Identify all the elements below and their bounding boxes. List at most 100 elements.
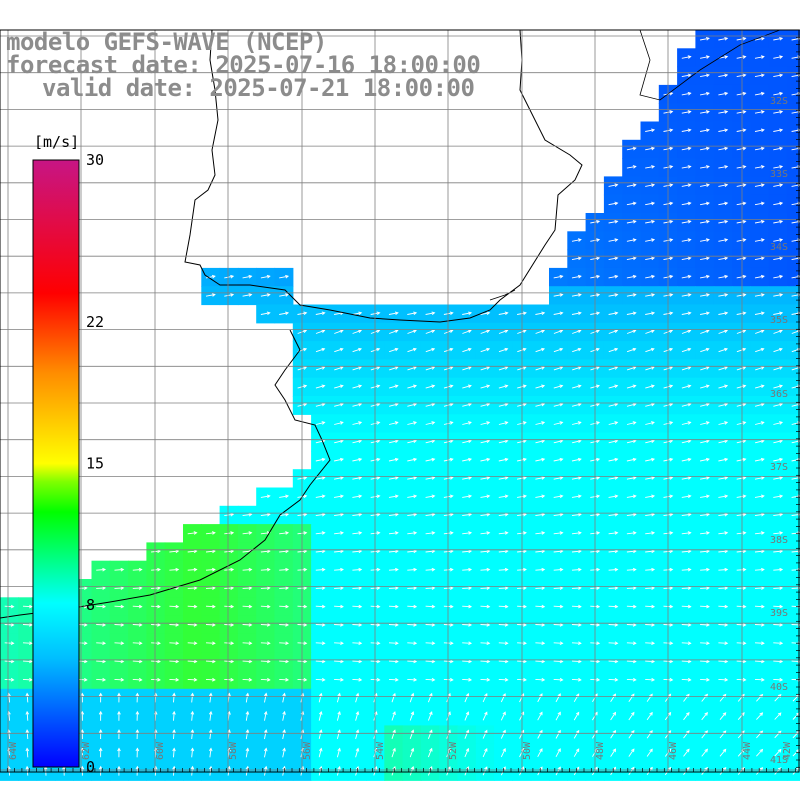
- wind-vector: [336, 730, 341, 740]
- wind-vector-head: [632, 311, 637, 316]
- wind-vector: [718, 569, 728, 571]
- wind-vector-head: [413, 659, 418, 664]
- wind-vector-head: [650, 366, 655, 370]
- latitude-label: 37S: [770, 462, 788, 473]
- wind-vector-head: [614, 531, 619, 535]
- wind-vector: [517, 385, 527, 389]
- wind-vector: [498, 624, 508, 626]
- wind-vector: [517, 605, 527, 608]
- wind-vector: [773, 587, 783, 589]
- wind-vector-head: [724, 165, 729, 169]
- wind-vector: [519, 730, 525, 739]
- wind-vector: [736, 220, 746, 224]
- wind-vector: [114, 569, 124, 571]
- wind-vector-head: [376, 567, 381, 572]
- wind-vector-head: [760, 73, 765, 78]
- wind-vector-head: [193, 586, 198, 590]
- wind-vector: [425, 550, 435, 553]
- wind-vector: [718, 660, 728, 663]
- wind-vector: [754, 74, 764, 78]
- wind-vector-head: [431, 457, 436, 462]
- wind-vector-head: [669, 457, 674, 462]
- wind-vector: [517, 495, 527, 498]
- wind-vector: [96, 642, 106, 644]
- wind-vector-head: [651, 476, 656, 480]
- wind-vector-head: [724, 623, 729, 627]
- wind-vector-head: [724, 219, 729, 224]
- wind-vector-head: [779, 146, 784, 151]
- wind-vector: [205, 624, 215, 626]
- wind-vector-head: [117, 692, 121, 697]
- wind-vector-head: [318, 692, 323, 697]
- map-border: [0, 29, 800, 773]
- wind-vector-head: [394, 457, 399, 462]
- wind-vector: [626, 202, 636, 206]
- wind-vector: [389, 366, 398, 371]
- wind-vector-head: [596, 623, 601, 627]
- wind-vector-head: [577, 439, 582, 444]
- wind-vector: [462, 312, 472, 315]
- wind-vector: [553, 605, 563, 608]
- wind-vector: [279, 660, 289, 663]
- wind-vector: [626, 678, 636, 681]
- wind-vector: [754, 587, 764, 589]
- wind-vector: [718, 239, 728, 242]
- wind-vector: [553, 403, 563, 407]
- wind-vector-head: [559, 677, 564, 682]
- wind-vector: [628, 712, 635, 721]
- wind-vector: [242, 569, 252, 571]
- wind-vector-head: [559, 421, 564, 425]
- wind-vector-head: [303, 494, 308, 499]
- wind-vector-head: [650, 329, 655, 333]
- wind-vector-head: [596, 366, 600, 370]
- wind-vector-head: [321, 329, 326, 333]
- wind-vector-head: [742, 238, 747, 242]
- wind-vector-head: [724, 311, 729, 316]
- wind-vector-head: [779, 201, 784, 206]
- wind-vector: [388, 642, 398, 644]
- wind-vector-head: [467, 366, 472, 370]
- wind-vector-head: [25, 710, 30, 715]
- wind-vector: [626, 275, 636, 279]
- wind-vector-head: [83, 641, 88, 646]
- wind-vector-head: [761, 567, 765, 572]
- wind-vector: [391, 693, 396, 703]
- wind-vector-head: [248, 567, 253, 572]
- wind-vector: [774, 730, 782, 739]
- wind-vector-head: [669, 128, 674, 133]
- wind-vector-head: [687, 421, 692, 425]
- wind-vector-head: [358, 586, 363, 590]
- wind-vector-head: [704, 711, 709, 716]
- wind-vector-head: [632, 293, 637, 297]
- wind-vector: [425, 624, 435, 626]
- wind-vector: [425, 605, 435, 608]
- wind-vector: [718, 129, 728, 132]
- wind-vector: [517, 312, 527, 315]
- wind-vector: [608, 202, 618, 206]
- wind-vector-head: [321, 659, 326, 664]
- wind-vector: [242, 642, 252, 644]
- wind-vector: [700, 678, 710, 681]
- wind-vector: [645, 477, 655, 480]
- wind-vector-head: [669, 183, 674, 187]
- wind-vector: [700, 239, 710, 242]
- wind-vector: [681, 624, 691, 626]
- wind-vector-head: [541, 586, 546, 590]
- wind-vector-head: [724, 567, 729, 572]
- wind-vector: [573, 748, 580, 757]
- wind-vector: [737, 749, 745, 757]
- wind-vector-head: [212, 623, 216, 627]
- wind-vector: [535, 385, 545, 389]
- wind-vector: [701, 694, 708, 702]
- wind-vector: [773, 660, 783, 663]
- wind-vector: [535, 642, 545, 644]
- wind-vector: [173, 711, 175, 721]
- wind-vector-head: [157, 567, 161, 572]
- wind-vector-head: [724, 183, 729, 187]
- wind-vector: [26, 693, 29, 703]
- wind-vector-head: [779, 531, 784, 535]
- wind-vector-head: [321, 623, 326, 627]
- wind-vector-head: [248, 531, 253, 535]
- wind-vector-head: [449, 384, 454, 389]
- wind-vector-head: [504, 531, 509, 535]
